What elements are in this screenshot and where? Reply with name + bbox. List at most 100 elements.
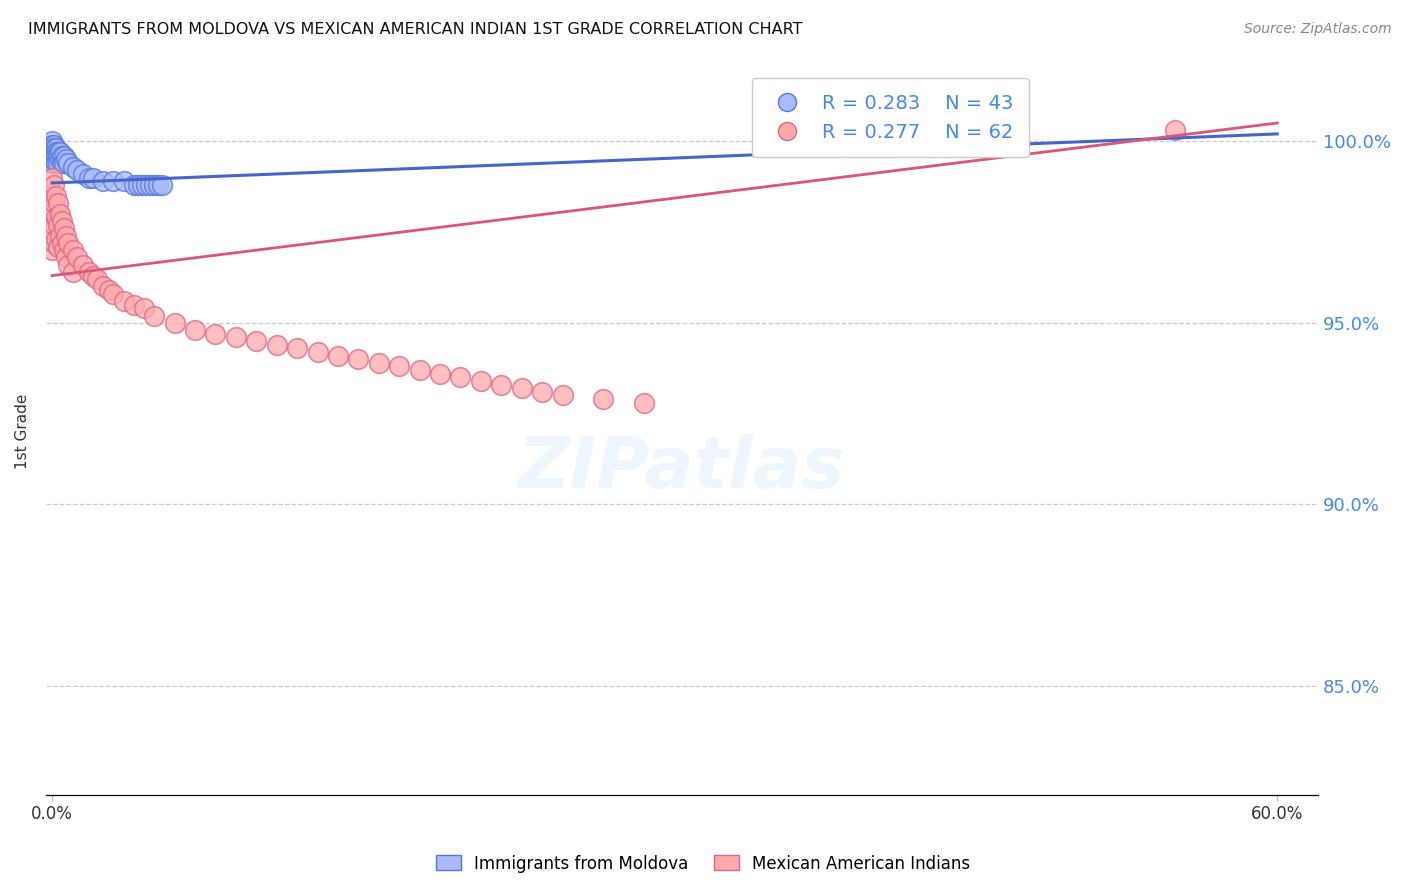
Point — [285, 341, 308, 355]
Point — [633, 395, 655, 409]
Text: IMMIGRANTS FROM MOLDOVA VS MEXICAN AMERICAN INDIAN 1ST GRADE CORRELATION CHART: IMMIGRANTS FROM MOLDOVA VS MEXICAN AMERI… — [28, 22, 803, 37]
Point — [347, 352, 370, 367]
Point — [204, 326, 226, 341]
Point — [49, 145, 72, 159]
Point — [45, 145, 67, 159]
Point — [49, 207, 72, 221]
Point — [139, 178, 162, 192]
Point — [49, 228, 72, 243]
Point — [45, 156, 67, 170]
Point — [45, 232, 67, 246]
Point — [103, 174, 125, 188]
Text: ZIPatlas: ZIPatlas — [519, 434, 846, 502]
Point — [62, 160, 84, 174]
Point — [77, 265, 100, 279]
Point — [46, 156, 69, 170]
Point — [45, 211, 67, 225]
Point — [429, 367, 451, 381]
Point — [82, 268, 104, 283]
Point — [55, 153, 77, 167]
Point — [44, 178, 66, 192]
Point — [46, 239, 69, 253]
Point — [122, 178, 145, 192]
Point — [46, 218, 69, 232]
Point — [51, 156, 73, 170]
Point — [45, 149, 67, 163]
Point — [49, 153, 72, 167]
Text: Source: ZipAtlas.com: Source: ZipAtlas.com — [1244, 22, 1392, 37]
Point — [307, 344, 329, 359]
Point — [44, 141, 66, 155]
Point — [41, 243, 63, 257]
Point — [65, 163, 87, 178]
Point — [103, 286, 125, 301]
Point — [245, 334, 267, 348]
Point — [44, 196, 66, 211]
Legend: R = 0.283    N = 43, R = 0.277    N = 62: R = 0.283 N = 43, R = 0.277 N = 62 — [752, 78, 1029, 157]
Point — [45, 188, 67, 202]
Point — [41, 188, 63, 202]
Point — [225, 330, 247, 344]
Point — [53, 156, 76, 170]
Point — [44, 137, 66, 152]
Point — [45, 141, 67, 155]
Point — [53, 149, 76, 163]
Point — [51, 235, 73, 250]
Point — [46, 145, 69, 159]
Point — [82, 170, 104, 185]
Point — [450, 370, 472, 384]
Point — [266, 337, 288, 351]
Point — [112, 293, 135, 308]
Point — [72, 167, 94, 181]
Point — [127, 178, 149, 192]
Point — [41, 170, 63, 185]
Point — [122, 298, 145, 312]
Point — [41, 145, 63, 159]
Point — [44, 235, 66, 250]
Point — [41, 134, 63, 148]
Point — [143, 178, 166, 192]
Point — [46, 196, 69, 211]
Point — [135, 178, 157, 192]
Point — [98, 283, 121, 297]
Point — [132, 301, 155, 316]
Point — [41, 153, 63, 167]
Point — [44, 145, 66, 159]
Point — [62, 265, 84, 279]
Point — [58, 235, 80, 250]
Point — [163, 316, 186, 330]
Point — [91, 279, 114, 293]
Point — [41, 141, 63, 155]
Point — [44, 149, 66, 163]
Point — [491, 377, 513, 392]
Point — [408, 363, 430, 377]
Point — [143, 309, 166, 323]
Point — [184, 323, 207, 337]
Point — [44, 218, 66, 232]
Point — [388, 359, 411, 374]
Point — [367, 356, 389, 370]
Point — [41, 156, 63, 170]
Point — [91, 174, 114, 188]
Point — [77, 170, 100, 185]
Legend: Immigrants from Moldova, Mexican American Indians: Immigrants from Moldova, Mexican America… — [429, 848, 977, 880]
Point — [58, 156, 80, 170]
Point — [53, 221, 76, 235]
Point — [51, 214, 73, 228]
Y-axis label: 1st Grade: 1st Grade — [15, 394, 30, 469]
Point — [531, 384, 554, 399]
Point — [41, 137, 63, 152]
Point — [41, 225, 63, 239]
Point — [148, 178, 170, 192]
Point — [510, 381, 533, 395]
Point — [326, 349, 349, 363]
Point — [131, 178, 153, 192]
Point — [86, 272, 108, 286]
Point — [55, 228, 77, 243]
Point — [41, 207, 63, 221]
Point — [62, 243, 84, 257]
Point — [53, 243, 76, 257]
Point — [41, 149, 63, 163]
Point — [55, 251, 77, 265]
Point — [112, 174, 135, 188]
